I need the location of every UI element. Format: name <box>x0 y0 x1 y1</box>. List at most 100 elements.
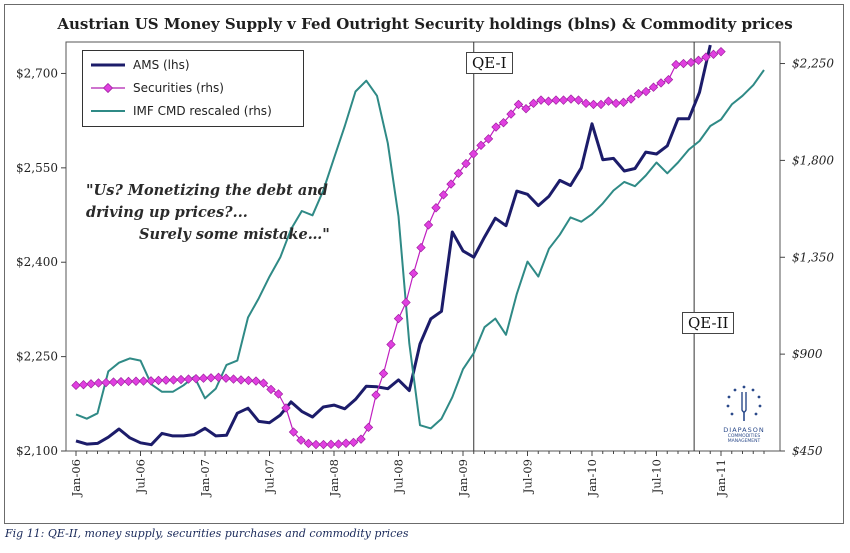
x-tick-label: Jul-06 <box>134 459 148 494</box>
legend-item-securities: Securities (rhs) <box>89 80 224 96</box>
legend-swatch-securities <box>91 83 125 93</box>
securities-point <box>558 95 569 105</box>
securities-point <box>603 96 614 106</box>
securities-point <box>633 88 644 99</box>
plot-border <box>65 41 781 452</box>
securities-point <box>183 374 194 384</box>
securities-point <box>438 190 449 200</box>
legend-item-ams: AMS (lhs) <box>89 57 190 73</box>
legend-label-imf-cmd: IMF CMD rescaled (rhs) <box>133 104 272 118</box>
securities-point <box>656 78 666 88</box>
x-tick-label: Jan-06 <box>69 459 83 497</box>
qe2-label: QE-II <box>682 312 735 334</box>
securities-point <box>611 98 621 109</box>
securities-point <box>648 82 659 92</box>
securities-point <box>153 375 164 386</box>
securities-point <box>671 59 681 70</box>
left-tick-label: $2,100 <box>16 444 58 458</box>
securities-point <box>341 438 351 448</box>
securities-point <box>326 439 336 450</box>
securities-point <box>296 435 306 445</box>
securities-point <box>498 118 509 128</box>
securities-point <box>551 95 561 105</box>
securities-point <box>206 373 216 383</box>
left-tick-label: $2,400 <box>16 255 58 269</box>
figure-caption: Fig 11: QE-II, money supply, securities … <box>5 527 409 540</box>
securities-point <box>423 220 434 230</box>
securities-point <box>573 95 584 105</box>
securities-point <box>641 86 651 97</box>
securities-point <box>116 376 126 387</box>
securities-point <box>378 368 389 379</box>
securities-point <box>416 242 426 253</box>
securities-point <box>401 297 411 308</box>
securities-point <box>281 403 291 413</box>
securities-point <box>468 149 479 159</box>
securities-point <box>228 374 239 384</box>
securities-point <box>161 375 171 385</box>
x-tick-label: Jan-10 <box>585 459 599 497</box>
right-tick-label: $2,250 <box>792 57 834 71</box>
securities-point <box>371 390 381 400</box>
securities-point <box>408 268 419 279</box>
securities-point <box>491 122 501 132</box>
securities-point <box>273 389 284 399</box>
annotation-line-3: Surely some mistake…" <box>139 226 330 243</box>
securities-point <box>363 422 374 433</box>
securities-point <box>258 378 269 388</box>
left-tick-label: $2,250 <box>16 350 58 364</box>
securities-point <box>663 74 674 85</box>
securities-point <box>581 98 591 109</box>
legend-swatch-imf-cmd <box>91 110 125 112</box>
securities-point <box>716 46 726 57</box>
right-tick-label: $450 <box>792 444 823 458</box>
securities-point <box>528 98 539 109</box>
logo-name: DIAPASON <box>723 426 765 434</box>
securities-point <box>108 377 119 387</box>
x-tick-label: Jan-07 <box>198 459 212 497</box>
securities-point <box>176 374 186 385</box>
series-line-ams <box>75 44 712 447</box>
securities-point <box>86 379 96 389</box>
legend-label-securities: Securities (rhs) <box>133 81 224 95</box>
securities-point <box>288 427 299 437</box>
securities-point <box>221 373 231 383</box>
securities-point <box>318 439 329 450</box>
chart-legend: AMS (lhs) Securities (rhs) IMF CMD resca… <box>82 50 304 127</box>
logo-sub2: MANAGEMENT <box>727 439 761 444</box>
securities-point <box>513 99 524 110</box>
securities-point <box>588 99 599 110</box>
annotation-line-2: driving up prices?... <box>86 204 248 221</box>
securities-point <box>686 57 696 68</box>
securities-point <box>303 438 314 449</box>
x-tick-label: Jul-08 <box>392 459 406 494</box>
securities-point <box>431 203 441 213</box>
securities-point <box>693 55 704 65</box>
securities-point <box>386 339 396 350</box>
securities-point <box>191 373 201 384</box>
securities-point <box>446 179 456 189</box>
securities-point <box>566 94 576 104</box>
securities-point <box>506 109 516 119</box>
securities-point <box>356 434 366 444</box>
x-tick-label: Jan-08 <box>327 459 341 497</box>
securities-point <box>93 378 104 388</box>
securities-point <box>138 376 149 386</box>
securities-point <box>131 376 141 386</box>
securities-point <box>461 158 471 169</box>
securities-point <box>348 437 359 448</box>
right-tick-label: $1,350 <box>792 250 834 264</box>
x-tick-label: Jul-10 <box>650 459 664 494</box>
securities-point <box>701 52 711 62</box>
securities-point <box>213 372 224 383</box>
qe1-label: QE-I <box>466 52 513 74</box>
securities-point <box>476 140 486 151</box>
legend-label-ams: AMS (lhs) <box>133 58 190 72</box>
legend-item-imf-cmd: IMF CMD rescaled (rhs) <box>89 103 272 119</box>
securities-point <box>618 97 629 107</box>
securities-point <box>543 96 554 106</box>
securities-point <box>236 375 246 385</box>
securities-point <box>168 375 179 385</box>
securities-point <box>243 375 254 386</box>
